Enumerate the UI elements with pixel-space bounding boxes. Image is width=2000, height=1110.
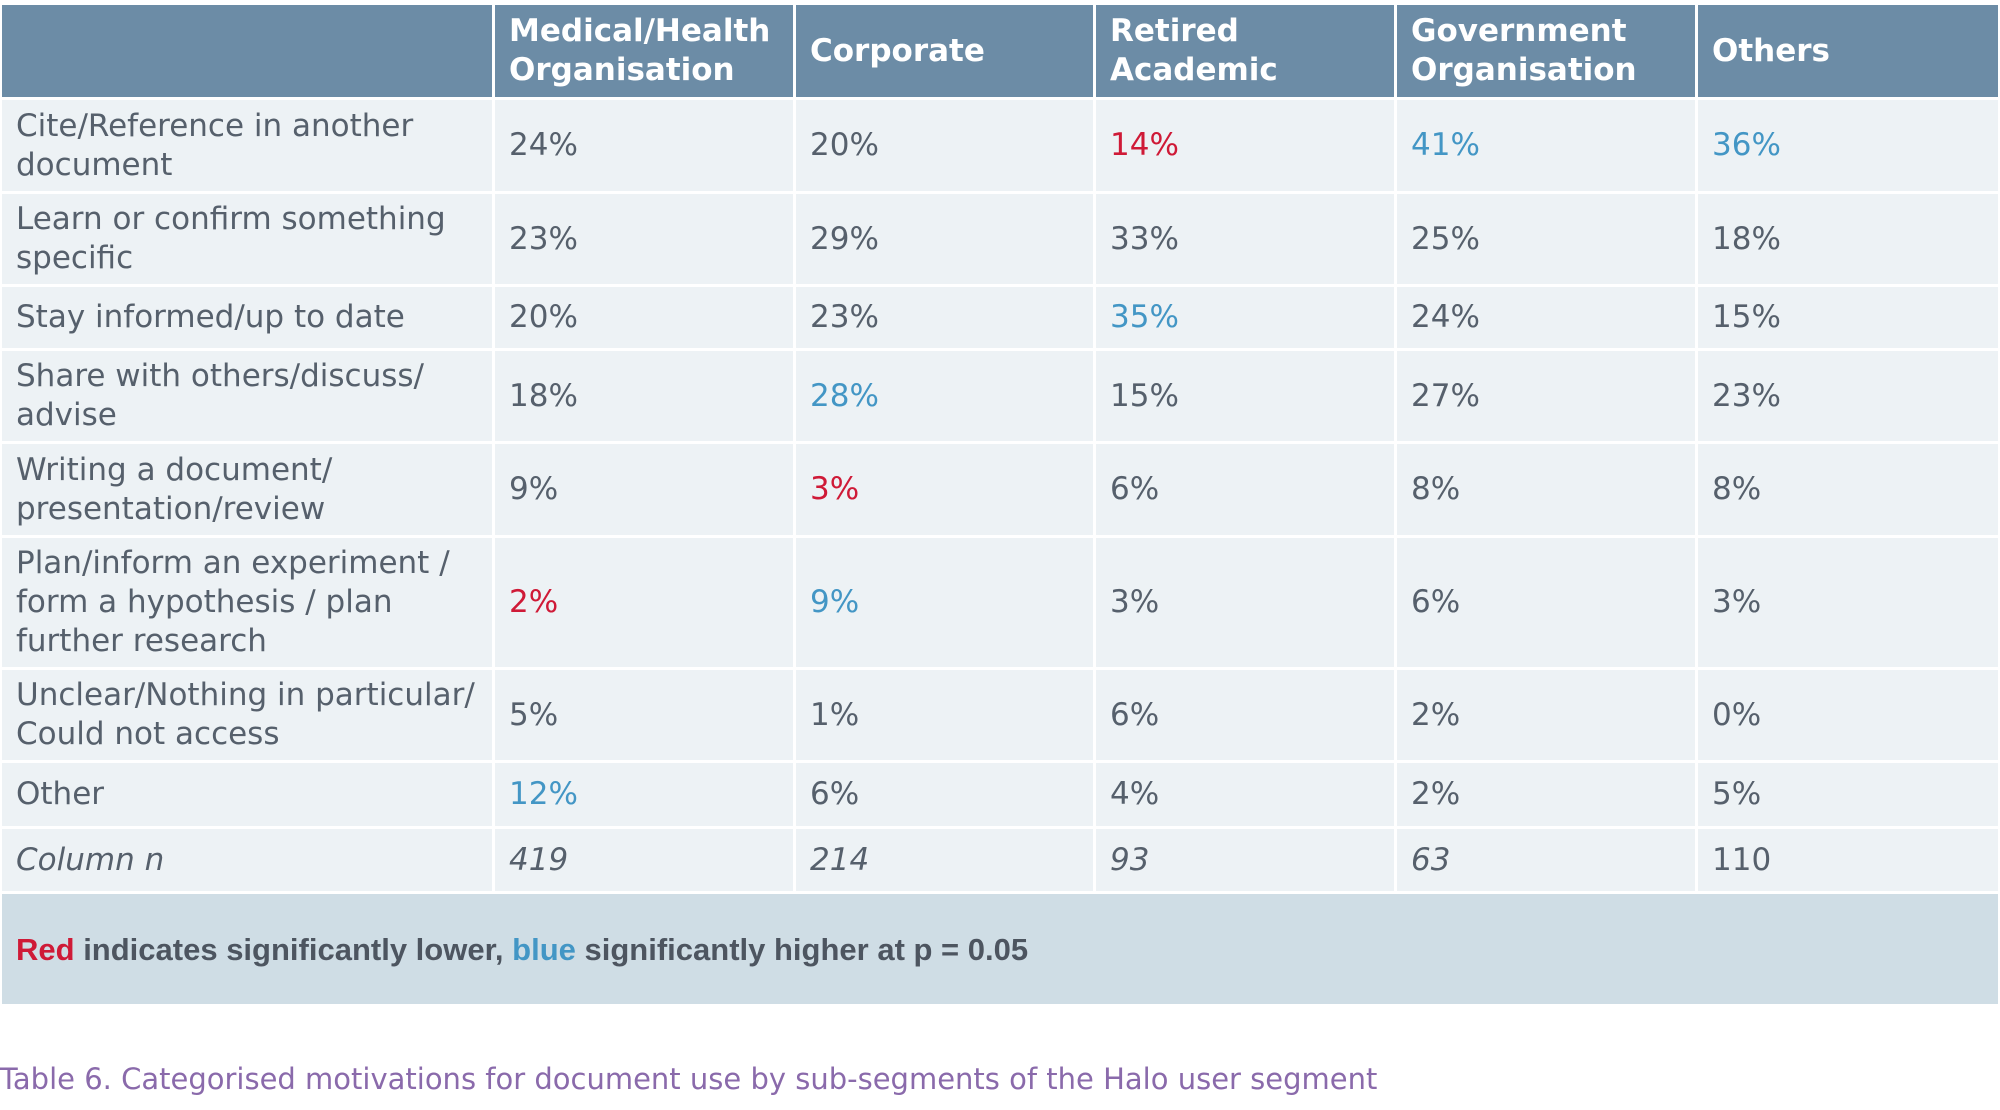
value-cell: 8% xyxy=(1698,441,1998,535)
column-n-value: 93 xyxy=(1096,826,1397,891)
row-label: Plan/inform an experiment / form a hypot… xyxy=(2,535,495,667)
row-label: Cite/Reference in another document xyxy=(2,97,495,191)
column-n-row: Column n 419 214 93 63 110 xyxy=(2,826,1998,891)
row-label: Unclear/Nothing in particular/ Could not… xyxy=(2,667,495,760)
value-cell: 2% xyxy=(495,535,796,667)
value-cell: 18% xyxy=(495,348,796,441)
significance-legend: Red indicates significantly lower, blue … xyxy=(2,891,1998,1004)
table-row: Cite/Reference in another document 24% 2… xyxy=(2,97,1998,191)
value-cell: 35% xyxy=(1096,284,1397,348)
value-cell: 23% xyxy=(796,284,1096,348)
header-cell-retired-academic: Retired Academic xyxy=(1096,5,1397,97)
header-cell-corner xyxy=(2,5,495,97)
value-cell: 2% xyxy=(1397,667,1698,760)
value-cell: 0% xyxy=(1698,667,1998,760)
header-row: Medical/Health Organisation Corporate Re… xyxy=(2,5,1998,97)
row-label: Learn or confirm something specific xyxy=(2,191,495,284)
value-cell: 14% xyxy=(1096,97,1397,191)
header-cell-government: Government Organisation xyxy=(1397,5,1698,97)
value-cell: 33% xyxy=(1096,191,1397,284)
value-cell: 3% xyxy=(1096,535,1397,667)
value-cell: 5% xyxy=(1698,760,1998,826)
row-label: Writing a document/ presentation/review xyxy=(2,441,495,535)
value-cell: 6% xyxy=(1096,441,1397,535)
header-cell-medical-health: Medical/Health Organisation xyxy=(495,5,796,97)
column-n-value: 419 xyxy=(495,826,796,891)
row-label: Stay informed/up to date xyxy=(2,284,495,348)
value-cell: 12% xyxy=(495,760,796,826)
value-cell: 6% xyxy=(796,760,1096,826)
row-label: Other xyxy=(2,760,495,826)
table-caption: Table 6. Categorised motivations for doc… xyxy=(0,1062,1378,1096)
header-cell-others: Others xyxy=(1698,5,1998,97)
value-cell: 20% xyxy=(796,97,1096,191)
value-cell: 23% xyxy=(495,191,796,284)
value-cell: 8% xyxy=(1397,441,1698,535)
table-row: Other 12% 6% 4% 2% 5% xyxy=(2,760,1998,826)
value-cell: 2% xyxy=(1397,760,1698,826)
column-n-value: 214 xyxy=(796,826,1096,891)
table-row: Writing a document/ presentation/review … xyxy=(2,441,1998,535)
value-cell: 18% xyxy=(1698,191,1998,284)
value-cell: 5% xyxy=(495,667,796,760)
value-cell: 20% xyxy=(495,284,796,348)
column-n-value: 110 xyxy=(1698,826,1998,891)
table-row: Share with others/discuss/ advise 18% 28… xyxy=(2,348,1998,441)
value-cell: 15% xyxy=(1698,284,1998,348)
value-cell: 27% xyxy=(1397,348,1698,441)
legend-middle-text: indicates significantly lower, xyxy=(74,931,513,967)
value-cell: 4% xyxy=(1096,760,1397,826)
value-cell: 6% xyxy=(1397,535,1698,667)
value-cell: 3% xyxy=(796,441,1096,535)
legend-blue-word: blue xyxy=(512,931,576,967)
value-cell: 9% xyxy=(495,441,796,535)
value-cell: 1% xyxy=(796,667,1096,760)
value-cell: 41% xyxy=(1397,97,1698,191)
table-row: Unclear/Nothing in particular/ Could not… xyxy=(2,667,1998,760)
column-n-value: 63 xyxy=(1397,826,1698,891)
value-cell: 29% xyxy=(796,191,1096,284)
header-cell-corporate: Corporate xyxy=(796,5,1096,97)
value-cell: 24% xyxy=(495,97,796,191)
value-cell: 36% xyxy=(1698,97,1998,191)
column-n-label: Column n xyxy=(2,826,495,891)
value-cell: 28% xyxy=(796,348,1096,441)
value-cell: 23% xyxy=(1698,348,1998,441)
legend-red-word: Red xyxy=(16,931,75,967)
value-cell: 15% xyxy=(1096,348,1397,441)
row-label: Share with others/discuss/ advise xyxy=(2,348,495,441)
table-row: Learn or confirm something specific 23% … xyxy=(2,191,1998,284)
legend-end-text: significantly higher at p = 0.05 xyxy=(575,931,1029,967)
motivations-table: Medical/Health Organisation Corporate Re… xyxy=(2,5,1998,1004)
value-cell: 25% xyxy=(1397,191,1698,284)
value-cell: 9% xyxy=(796,535,1096,667)
table-row: Plan/inform an experiment / form a hypot… xyxy=(2,535,1998,667)
value-cell: 24% xyxy=(1397,284,1698,348)
legend-row: Red indicates significantly lower, blue … xyxy=(2,891,1998,1004)
table-row: Stay informed/up to date 20% 23% 35% 24%… xyxy=(2,284,1998,348)
value-cell: 3% xyxy=(1698,535,1998,667)
value-cell: 6% xyxy=(1096,667,1397,760)
